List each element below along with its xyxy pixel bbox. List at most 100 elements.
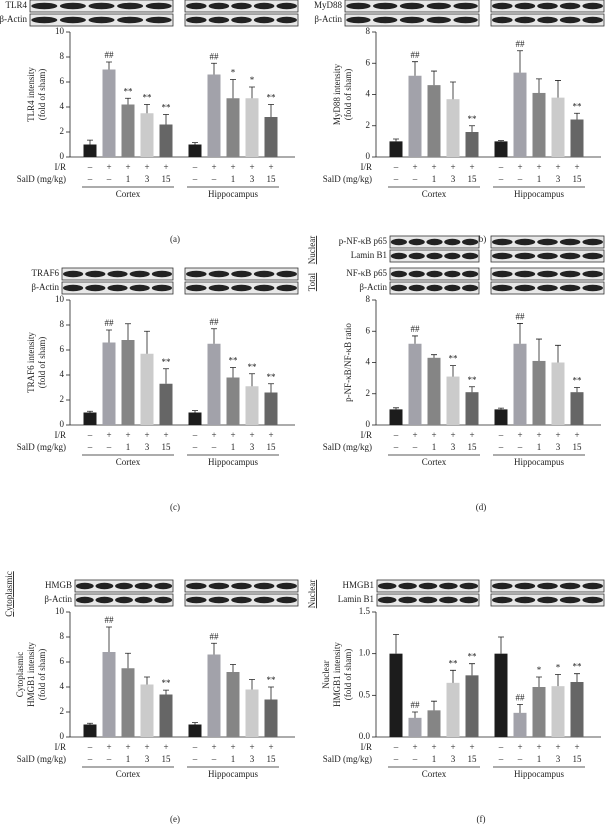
group-label: Hippocampus [514,769,564,779]
condition-value: + [125,162,130,172]
condition-value: + [469,430,474,440]
blot-band [559,16,581,24]
blot-band [154,596,173,604]
condition-value: 3 [451,754,456,764]
blot-band [492,596,513,604]
blot-label: NF-κB p65 [346,268,387,278]
blot-band [208,284,230,292]
bar [532,360,546,425]
bar [264,392,278,425]
bar [427,85,441,157]
blot-band [186,16,207,24]
bar [102,652,116,737]
condition-value: + [469,742,474,752]
y-tick-label: 8 [366,26,371,36]
significance-label: ** [229,356,239,366]
condition-value: + [106,742,111,752]
blot-band [63,284,84,292]
blot-side-label: Total [307,272,317,291]
y-tick-label: 10 [55,26,65,36]
condition-value: + [450,742,455,752]
y-axis-label: (fold of sham) [37,69,47,121]
condition-value: + [249,162,254,172]
significance-label: ** [267,675,277,685]
blot-band [582,270,603,278]
bar [264,699,278,737]
bar [551,362,565,425]
condition-value: – [192,742,198,752]
blot-band [514,16,536,24]
blot-band [134,582,153,590]
bar [465,392,479,425]
y-axis-label: Cytoplasmic [15,652,25,698]
y-tick-label: 10 [55,294,65,304]
condition-value: + [412,162,417,172]
error-bar [498,407,504,410]
blot-band [253,2,275,10]
blot-band [377,582,397,590]
condition-value: – [192,442,198,452]
blot-label: β-Actin [44,594,72,604]
blot-band [95,596,114,604]
significance-label: ## [105,318,115,328]
blot-band [559,270,581,278]
condition-value: – [211,174,217,184]
condition-value: + [412,742,417,752]
condition-value: – [192,162,198,172]
error-bar [555,344,561,363]
blot-label: β-Actin [31,282,59,292]
blot-band [129,270,150,278]
blot-band [426,2,451,10]
bar [226,98,240,157]
blot-band [492,16,513,24]
condition-value: – [412,174,418,184]
blot-band [559,582,581,590]
condition-value: + [517,430,522,440]
error-bar [230,367,236,378]
blot-band [231,284,252,292]
error-bar [431,700,437,711]
blot-band [559,252,581,260]
condition-value: 3 [451,442,456,452]
blot-band [85,270,106,278]
condition-value: + [211,162,216,172]
y-axis-label: HMGB1 intensity [26,642,36,707]
bar [513,712,527,737]
condition-value: 1 [432,754,437,764]
y-tick-label: 0 [60,731,65,741]
condition-label: I/R [360,162,372,172]
group-label: Cortex [422,769,447,779]
condition-value: + [125,742,130,752]
bar [102,69,116,157]
blot-band [514,270,536,278]
condition-value: – [87,742,93,752]
blot-band [59,2,86,10]
blot-band [559,284,581,292]
significance-label: ## [210,317,220,327]
blot-band [582,238,603,246]
y-axis-label: p-NF-κB/NF-κB ratio [343,323,353,402]
error-bar [536,78,542,93]
condition-value: – [517,174,523,184]
condition-value: + [268,430,273,440]
condition-value: 3 [250,754,255,764]
bar [465,675,479,737]
significance-label: ** [468,375,478,385]
significance-label: ** [573,101,583,111]
bar [264,117,278,157]
blot-band [208,582,230,590]
error-bar [211,62,217,75]
blot-band [462,284,479,292]
condition-value: 3 [250,174,255,184]
significance-label: ## [411,324,421,334]
significance-label: ** [573,662,583,672]
blot-band [439,596,458,604]
condition-value: – [393,442,399,452]
blot-band [208,16,230,24]
error-bar [87,722,93,725]
bar [532,687,546,737]
blot-band [462,270,479,278]
bar [207,654,221,737]
condition-value: + [574,430,579,440]
